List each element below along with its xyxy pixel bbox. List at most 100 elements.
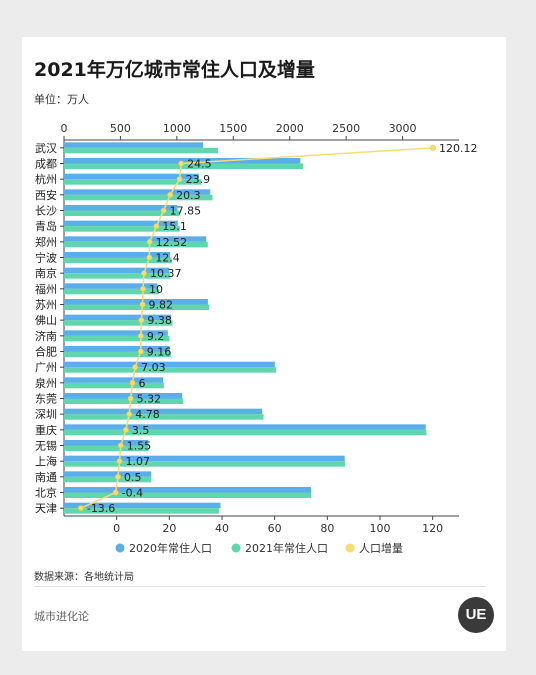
increase-point [178, 160, 185, 167]
increase-data-label: 23.9 [186, 173, 211, 186]
bar-2021 [64, 429, 427, 436]
increase-point [176, 176, 183, 183]
bar-2021 [64, 194, 213, 201]
category-label: 长沙 [35, 205, 57, 218]
increase-data-label: -0.4 [122, 487, 143, 500]
increase-data-label: 3.5 [132, 424, 150, 437]
category-label: 西安 [35, 188, 57, 202]
bar-2021 [64, 226, 180, 232]
category-label: 广州 [35, 361, 57, 374]
increase-point [126, 411, 133, 418]
bar-2020 [64, 361, 275, 368]
increase-data-label: 9.38 [147, 314, 172, 327]
bar-2020 [64, 283, 158, 289]
increase-data-label: 6 [138, 377, 145, 390]
category-label: 郑州 [35, 235, 57, 249]
bottom-tick-label: 40 [215, 522, 229, 535]
bar-2020 [64, 393, 183, 399]
bar-2020 [64, 471, 152, 477]
bar-2021 [64, 351, 171, 357]
increase-data-label: 10 [149, 283, 163, 296]
bar-2020 [64, 314, 172, 321]
legend-swatch [115, 543, 125, 553]
increase-point [132, 364, 139, 371]
bar-2020 [64, 252, 171, 258]
increase-point [137, 332, 144, 339]
top-tick-label: 500 [110, 122, 131, 135]
increase-point [116, 458, 123, 465]
category-label: 天津 [35, 502, 57, 515]
bar-2020 [64, 377, 164, 383]
increase-data-label: 17.85 [170, 205, 202, 218]
bar-2021 [64, 210, 180, 216]
category-label: 青岛 [35, 219, 57, 233]
bar-2020 [64, 236, 207, 242]
bottom-tick-label: 80 [320, 522, 334, 535]
category-label: 深圳 [35, 408, 57, 421]
bar-2020 [64, 455, 345, 462]
increase-data-label: 1.55 [127, 440, 152, 453]
category-label: 南京 [35, 266, 57, 280]
increase-point [115, 473, 121, 480]
increase-data-label: 4.78 [135, 408, 160, 421]
bar-2020 [64, 330, 168, 336]
top-tick-label: 1000 [163, 122, 191, 135]
bar-2020 [64, 267, 170, 274]
bar-2021 [64, 367, 277, 373]
category-label: 东莞 [35, 393, 57, 406]
increase-point [129, 379, 136, 386]
increase-data-label: 9.16 [147, 346, 172, 359]
increase-data-label: 10.37 [150, 267, 182, 280]
category-label: 济南 [35, 329, 57, 343]
category-label: 苏州 [35, 299, 57, 312]
category-label: 北京 [35, 486, 57, 500]
bar-2020 [64, 502, 221, 509]
top-tick-label: 3000 [389, 122, 417, 135]
category-label: 无锡 [35, 439, 57, 453]
footer-divider [34, 586, 486, 587]
increase-data-label: 7.03 [141, 361, 166, 374]
bar-2020 [64, 299, 208, 305]
increase-data-label: 5.32 [137, 393, 162, 406]
category-label: 南通 [35, 471, 57, 484]
bar-2021 [64, 288, 160, 295]
bar-2021 [64, 461, 345, 467]
increase-data-label: 0.5 [124, 471, 142, 484]
legend-label: 2021年常住人口 [245, 541, 328, 555]
increase-point [160, 207, 167, 214]
top-tick-label: 2000 [276, 122, 304, 135]
increase-point [122, 426, 129, 433]
bar-2020 [64, 346, 170, 352]
bar-2021 [64, 241, 208, 248]
bottom-tick-label: 0 [113, 522, 120, 535]
bottom-tick-label: 120 [422, 522, 443, 535]
legend-swatch [345, 543, 355, 553]
increase-point [167, 191, 174, 198]
increase-point [430, 144, 436, 151]
bottom-tick-label: 100 [370, 522, 391, 535]
chart-title: 2021年万亿城市常住人口及增量 [34, 59, 315, 81]
brand-name: 城市进化论 [34, 610, 89, 623]
increase-data-label: 24.5 [187, 158, 212, 171]
increase-point [138, 317, 145, 324]
bar-2020 [64, 440, 149, 446]
data-source: 数据来源：各地统计局 [34, 572, 134, 583]
increase-data-label: 1.07 [125, 455, 150, 468]
increase-point [139, 301, 146, 308]
bar-2020 [64, 487, 312, 493]
increase-point [146, 238, 153, 245]
bar-2021 [64, 414, 264, 420]
increase-data-label: 15.1 [162, 220, 187, 233]
increase-data-label: -13.6 [87, 502, 115, 515]
increase-data-label: 120.12 [439, 142, 478, 155]
increase-data-label: 12.52 [156, 236, 188, 249]
bar-2020 [64, 142, 204, 148]
bar-2021 [64, 492, 312, 498]
category-label: 合肥 [35, 345, 57, 359]
bar-2021 [64, 304, 210, 310]
increase-data-label: 20.3 [176, 189, 201, 202]
increase-point [117, 442, 124, 449]
increase-point [137, 348, 144, 355]
bar-2021 [64, 179, 202, 185]
